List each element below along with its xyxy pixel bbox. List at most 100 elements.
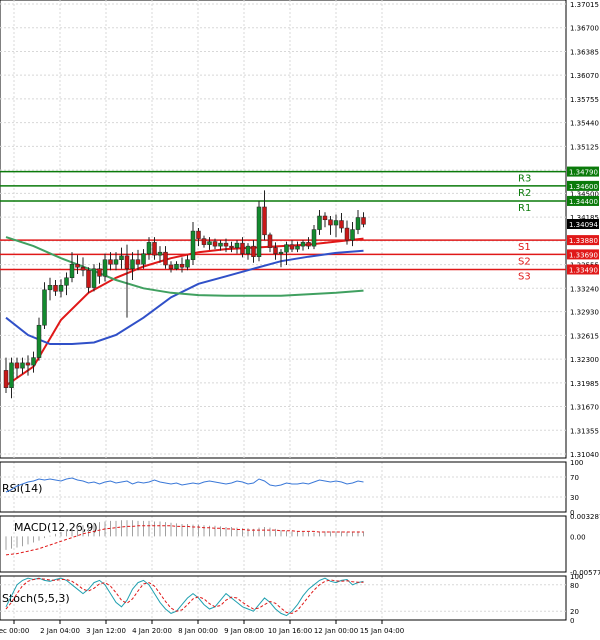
stoch-title: Stoch(5,5,3) (2, 592, 70, 605)
candle-body (256, 206, 262, 257)
candle-body (53, 285, 58, 292)
level-tag-s1 (567, 235, 599, 246)
candle-body (69, 263, 75, 279)
macd-frame (0, 515, 567, 573)
y-tick-label: 1.32930 (570, 309, 599, 317)
candle-body (3, 370, 9, 388)
level-name-s3: S3 (518, 271, 531, 282)
candle-body (124, 255, 130, 269)
level-name-s1: S1 (518, 242, 531, 253)
level-name-r3: R3 (518, 174, 531, 185)
candle-body (108, 259, 113, 265)
level-tag-s2 (567, 249, 599, 260)
candle-body (278, 251, 284, 254)
candle-body (14, 362, 20, 369)
level-tag-r1 (567, 195, 599, 206)
stoch-d-line (5, 578, 364, 614)
level-value-r2: 1.34600 (569, 183, 598, 191)
candle-body (190, 230, 196, 260)
candle-body (240, 242, 245, 254)
candle-body (328, 219, 333, 226)
current-price-tag (567, 218, 599, 229)
x-tick-label: 12 Jan 00:00 (314, 627, 358, 635)
rsi-tick-label: 70 (570, 474, 579, 482)
macd-panel: MACD(12,26,9) 0.003287 0.00 -0.005772 (0, 513, 600, 577)
stoch-tick-label: 80 (570, 582, 579, 590)
candle-body (58, 285, 64, 292)
candle-body (157, 251, 163, 256)
y-tick-label: 1.32300 (570, 356, 599, 364)
candle-body (9, 362, 14, 388)
candle-body (344, 227, 350, 241)
candle-body (75, 263, 80, 268)
candle-body (97, 268, 102, 277)
candle-body (262, 206, 267, 236)
y-tick-label: 1.33240 (570, 285, 599, 293)
stoch-tick-label: 100 (570, 573, 583, 581)
y-tick-label: 1.35440 (570, 120, 599, 128)
time-axis: ec 00:00 2 Jan 04:00 3 Jan 12:00 4 Jan 20:0… (0, 620, 404, 635)
candle-body (146, 242, 152, 254)
x-tick-label: 4 Jan 20:00 (132, 627, 172, 635)
level-name-r2: R2 (518, 188, 531, 199)
candle-body (80, 266, 86, 271)
moving-average-line-3 (5, 236, 364, 297)
y-tick-label: 1.36070 (570, 72, 599, 80)
y-tick-label: 1.31355 (570, 427, 599, 435)
candle-body (322, 215, 328, 221)
candle-body (119, 255, 124, 260)
candle-body (163, 251, 168, 266)
candle-body (251, 245, 256, 257)
x-tick-label: 15 Jan 04:00 (360, 627, 404, 635)
candle-body (31, 357, 36, 366)
x-tick-label: 3 Jan 12:00 (86, 627, 126, 635)
candle-body (42, 289, 47, 326)
rsi-line (5, 477, 364, 493)
x-tick-label: ec 00:00 (0, 627, 29, 635)
stoch-frame (0, 575, 567, 621)
rsi-panel: RSI(14) 100 70 30 0 (0, 459, 583, 517)
level-value-s3: 1.33490 (569, 266, 598, 274)
candle-body (130, 259, 135, 269)
candle-body (295, 245, 300, 250)
y-tick-label: 1.32615 (570, 332, 599, 340)
candle-body (141, 253, 146, 265)
candle-body (152, 242, 157, 256)
candle-body (284, 244, 289, 253)
candle-body (361, 217, 366, 225)
y-tick-label: 1.31040 (570, 451, 599, 459)
candle-body (273, 247, 278, 254)
macd-title: MACD(12,26,9) (14, 521, 98, 534)
macd-tick-label: 0.00 (570, 533, 586, 541)
candle-body (64, 277, 69, 286)
x-tick-label: 10 Jan 16:00 (268, 627, 312, 635)
candle-body (245, 245, 251, 254)
candle-body (300, 242, 306, 247)
candle-body (311, 229, 317, 247)
candle-body (218, 242, 223, 247)
y-tick-label: 1.36385 (570, 48, 599, 56)
candle-body (289, 244, 295, 250)
level-value-r3: 1.34790 (569, 169, 598, 177)
price-frame (0, 0, 567, 459)
candle-body (86, 269, 91, 288)
candle-body (47, 285, 53, 291)
candle-body (36, 324, 42, 358)
candle-body (333, 220, 339, 226)
y-tick-label: 1.35755 (570, 96, 599, 104)
candle-body (168, 264, 174, 269)
y-tick-label: 1.31985 (570, 380, 599, 388)
candle-body (267, 234, 273, 248)
price-panel: 1.37015 1.36700 1.36385 1.36070 1.35755 1.354… (0, 0, 599, 620)
x-tick-label: 8 Jan 00:00 (178, 627, 218, 635)
macd-tick-label: 0.003287 (570, 513, 600, 521)
candle-body (212, 241, 218, 247)
candle-body (102, 259, 108, 277)
y-tick-label: 1.36700 (570, 25, 599, 33)
candle-body (229, 245, 234, 248)
y-tick-label: 1.34185 (570, 214, 599, 222)
candle-body (207, 241, 212, 245)
stoch-k-line (5, 577, 364, 617)
candle-body (317, 215, 322, 230)
stoch-tick-label: 20 (570, 608, 579, 616)
